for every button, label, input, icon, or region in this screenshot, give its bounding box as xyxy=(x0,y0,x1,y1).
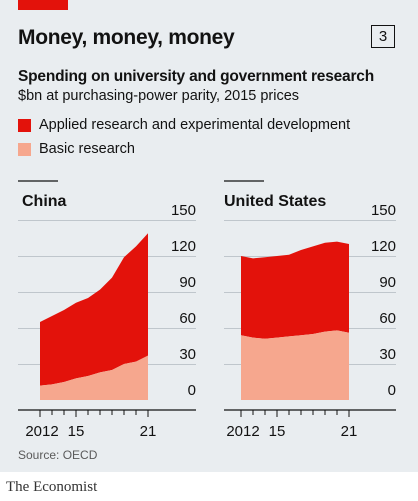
y-tick-label: 90 xyxy=(179,274,196,291)
x-tick-label: 21 xyxy=(341,423,358,440)
x-tick-label: 2012 xyxy=(25,423,58,440)
x-tick-label: 15 xyxy=(68,423,85,440)
legend-label-applied: Applied research and experimental develo… xyxy=(39,117,351,133)
area-applied-research xyxy=(40,233,148,386)
legend-label-basic: Basic research xyxy=(39,141,135,157)
units-label: $bn at purchasing-power parity, 2015 pri… xyxy=(18,88,300,104)
y-tick-label: 60 xyxy=(379,310,396,327)
legend-item-basic: Basic research xyxy=(18,141,135,157)
y-tick-label: 0 xyxy=(388,382,396,399)
panel-title: United States xyxy=(224,193,326,210)
brand-red-tab xyxy=(18,0,68,10)
headline: Money, money, money xyxy=(18,26,235,49)
legend-swatch-applied xyxy=(18,118,31,132)
area-basic-research xyxy=(241,330,349,400)
figure-number-badge: 3 xyxy=(371,25,395,48)
brand-wordmark: The Economist xyxy=(6,479,98,495)
x-tick-label: 21 xyxy=(140,423,157,440)
legend-item-applied: Applied research and experimental develo… xyxy=(18,117,350,133)
y-tick-label: 150 xyxy=(371,202,396,219)
y-tick-label: 150 xyxy=(171,202,196,219)
panel-china: China 0 30 60 90 120 150 2012 15 21 xyxy=(18,180,196,440)
panel-title: China xyxy=(22,193,67,210)
y-tick-label: 0 xyxy=(188,382,196,399)
y-tick-label: 60 xyxy=(179,310,196,327)
x-tick-label: 2012 xyxy=(226,423,259,440)
legend-swatch-basic xyxy=(18,142,31,156)
charts-svg: China 0 30 60 90 120 150 2012 15 21 United States 0… xyxy=(18,180,396,440)
chart-subtitle: Spending on university and government re… xyxy=(18,68,374,85)
y-tick-label: 120 xyxy=(371,238,396,255)
area-basic-research xyxy=(40,355,148,400)
area-applied-research xyxy=(241,241,349,339)
source-note: Source: OECD xyxy=(18,448,98,462)
y-tick-label: 30 xyxy=(379,346,396,363)
y-tick-label: 90 xyxy=(379,274,396,291)
panel-united-states: United States 0 30 60 90 120 150 2012 15 21 xyxy=(224,180,396,440)
y-tick-label: 30 xyxy=(179,346,196,363)
x-tick-label: 15 xyxy=(269,423,286,440)
y-tick-label: 120 xyxy=(171,238,196,255)
